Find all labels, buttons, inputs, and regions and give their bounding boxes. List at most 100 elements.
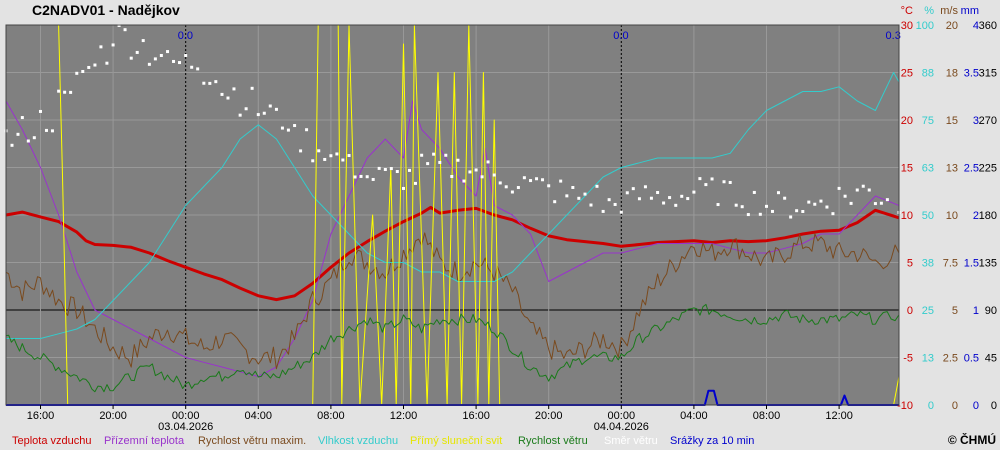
wind-direction-point [559, 179, 563, 183]
wind-direction-point [462, 179, 466, 183]
x-tick-label: 08:00 [753, 410, 781, 422]
axis-tick-label: 88 [922, 68, 934, 80]
wind-direction-point [208, 81, 212, 85]
wind-direction-point [722, 180, 726, 184]
precip-total-label: 0.0 [613, 30, 628, 42]
wind-direction-point [329, 154, 333, 158]
wind-direction-point [268, 104, 272, 108]
wind-direction-point [184, 53, 188, 57]
wind-direction-point [57, 89, 61, 93]
wind-direction-point [166, 50, 170, 54]
legend-item: Přízemní teplota [104, 435, 185, 447]
wind-direction-point [825, 205, 829, 209]
x-tick-label: 12:00 [825, 410, 853, 422]
axis-tick-label: 4 [973, 20, 979, 32]
axis-tick-label: 0.5 [964, 353, 979, 365]
wind-direction-point [516, 186, 520, 190]
precip-total-label: 0.0 [178, 30, 193, 42]
wind-direction-point [547, 184, 551, 188]
wind-direction-point [867, 188, 871, 192]
axis-tick-label: 90 [985, 305, 997, 317]
wind-direction-point [783, 196, 787, 200]
wind-direction-point [607, 198, 611, 202]
wind-direction-point [752, 190, 756, 194]
wind-direction-point [468, 170, 472, 174]
axis-tick-label: 2 [973, 210, 979, 222]
axis-tick-label: 45 [985, 353, 997, 365]
wind-direction-point [280, 126, 284, 130]
wind-direction-point [347, 154, 351, 158]
x-tick-label: 20:00 [99, 410, 127, 422]
axis-tick-label: 5 [952, 305, 958, 317]
axis-tick-label: 10 [901, 210, 913, 222]
series-p-m-slune-n-svit [6, 24, 900, 406]
axis-tick-label: 100 [916, 20, 934, 32]
wind-direction-point [450, 174, 454, 178]
wind-direction-point [553, 200, 557, 204]
wind-direction-point [656, 191, 660, 195]
wind-direction-point [81, 69, 85, 73]
wind-direction-point [135, 50, 139, 54]
wind-direction-point [420, 153, 424, 157]
wind-direction-point [99, 45, 103, 49]
axis-tick-label: 38 [922, 258, 934, 270]
wind-direction-point [26, 139, 30, 143]
wind-direction-point [141, 39, 145, 43]
wind-direction-point [69, 90, 73, 94]
wind-direction-point [674, 203, 678, 207]
x-date-label: 04.04.2026 [594, 421, 649, 433]
axis-tick-label: 7.5 [943, 258, 958, 270]
wind-direction-point [692, 190, 696, 194]
wind-direction-point [541, 178, 545, 182]
wind-direction-point [504, 185, 508, 189]
wind-direction-point [668, 196, 672, 200]
wind-direction-point [341, 158, 345, 162]
wind-direction-point [389, 167, 393, 171]
wind-direction-point [214, 80, 218, 84]
wind-direction-point [583, 192, 587, 196]
wind-direction-point [123, 28, 127, 32]
wind-direction-point [238, 113, 242, 117]
x-tick-label: 04:00 [245, 410, 273, 422]
wind-direction-point [202, 81, 206, 85]
wind-direction-point [293, 124, 297, 128]
wind-direction-point [262, 111, 266, 115]
wind-direction-point [474, 168, 478, 172]
wind-direction-point [395, 170, 399, 174]
wind-direction-point [93, 63, 97, 67]
wind-direction-point [813, 202, 817, 206]
wind-direction-point [383, 167, 387, 171]
wind-direction-point [595, 184, 599, 188]
wind-direction-point [637, 197, 641, 201]
axis-unit-label: mm [961, 5, 979, 17]
wind-direction-point [649, 196, 653, 200]
wind-direction-point [226, 96, 230, 100]
wind-direction-point [571, 185, 575, 189]
legend-item: Rychlost větru [518, 435, 588, 447]
legend-item: Rychlost větru maxim. [198, 435, 306, 447]
legend-item: Teplota vzduchu [12, 435, 92, 447]
series-rychlost-v-tru-maxim- [5, 232, 900, 370]
wind-direction-point [795, 209, 799, 213]
axis-tick-label: 3.5 [964, 68, 979, 80]
axis-tick-label: 50 [922, 210, 934, 222]
series-vlhkost-vzduchu [6, 72, 900, 339]
axis-tick-label: 270 [979, 115, 997, 127]
legend-item: Srážky za 10 min [670, 435, 754, 447]
wind-direction-point [643, 185, 647, 189]
wind-direction-point [147, 62, 151, 66]
wind-direction-point [305, 128, 309, 132]
wind-direction-point [740, 205, 744, 209]
wind-direction-point [758, 212, 762, 216]
wind-direction-point [75, 71, 79, 75]
wind-direction-point [619, 210, 623, 214]
wind-direction-point [843, 194, 847, 198]
axis-tick-label: 20 [901, 115, 913, 127]
wind-direction-point [220, 92, 224, 96]
wind-direction-point [426, 162, 430, 166]
axis-tick-label: 2.5 [943, 353, 958, 365]
wind-direction-point [323, 157, 327, 161]
wind-direction-point [873, 202, 877, 206]
wind-direction-point [710, 177, 714, 181]
